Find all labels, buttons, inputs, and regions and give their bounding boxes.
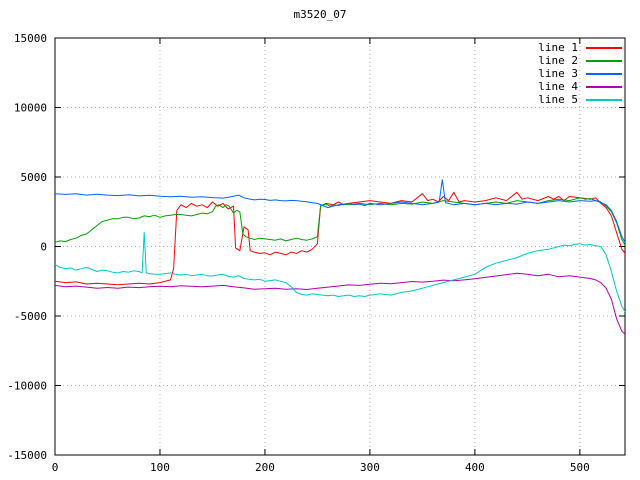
legend-label: line 3 (538, 67, 578, 80)
legend-item: line 1 (538, 41, 622, 54)
chart-title: m3520_07 (293, 8, 347, 21)
y-tick-label: 10000 (14, 102, 47, 115)
y-tick-label: -15000 (7, 449, 47, 462)
legend: line 1 line 2 line 3 line 4 line 5 (538, 41, 622, 106)
legend-line-sample (586, 72, 622, 75)
x-tick-label: 400 (465, 461, 485, 474)
plot-border (54, 37, 626, 456)
legend-label: line 2 (538, 54, 578, 67)
x-tick-label: 200 (255, 461, 275, 474)
y-tick-label: 5000 (21, 171, 48, 184)
legend-item: line 4 (538, 80, 622, 93)
x-tick-label: 100 (150, 461, 170, 474)
series-line-4 (54, 272, 626, 335)
x-tick-label: 300 (360, 461, 380, 474)
legend-line-sample (586, 85, 622, 88)
legend-label: line 1 (538, 41, 578, 54)
legend-line-sample (586, 59, 622, 62)
series-line-1 (54, 191, 626, 286)
series-line-2 (54, 197, 626, 246)
legend-label: line 4 (538, 80, 578, 93)
series-line-5 (54, 232, 626, 313)
x-tick-label: 500 (570, 461, 590, 474)
y-tick-label: -10000 (7, 380, 47, 393)
legend-label: line 5 (538, 93, 578, 106)
legend-line-sample (586, 98, 622, 101)
y-tick-label: 15000 (14, 32, 47, 45)
legend-item: line 2 (538, 54, 622, 67)
y-tick-label: 0 (40, 241, 47, 254)
y-tick-label: -5000 (14, 310, 47, 323)
x-tick-label: 0 (52, 461, 59, 474)
series-line-3 (54, 179, 626, 243)
legend-item: line 3 (538, 67, 622, 80)
legend-line-sample (586, 46, 622, 49)
legend-item: line 5 (538, 93, 622, 106)
